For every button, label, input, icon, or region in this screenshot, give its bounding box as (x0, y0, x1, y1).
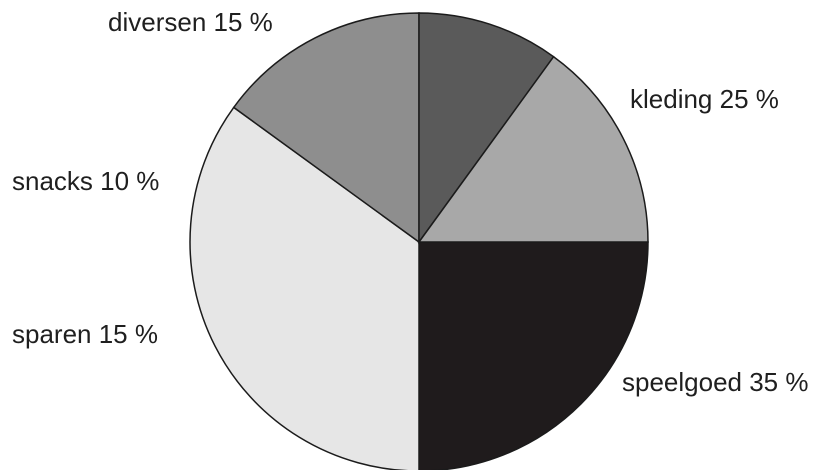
pie-label-kleding: kleding 25 % (630, 84, 779, 114)
pie-labels: kleding 25 % speelgoed 35 % sparen 15 % sna… (12, 7, 808, 397)
pie-slice-sparen (232, 12, 420, 244)
pie-label-snacks: snacks 10 % (12, 166, 159, 196)
pie-slice-speelgoed (189, 106, 420, 470)
pie-label-sparen: sparen 15 % (12, 319, 158, 349)
pie-slice-snacks (418, 12, 555, 245)
pie-slice-kleding (418, 241, 649, 470)
pie-label-diversen: diversen 15 % (108, 7, 273, 37)
pie-slices (189, 12, 649, 470)
pie-label-speelgoed: speelgoed 35 % (622, 367, 808, 397)
pie-slice-diversen (417, 55, 649, 243)
